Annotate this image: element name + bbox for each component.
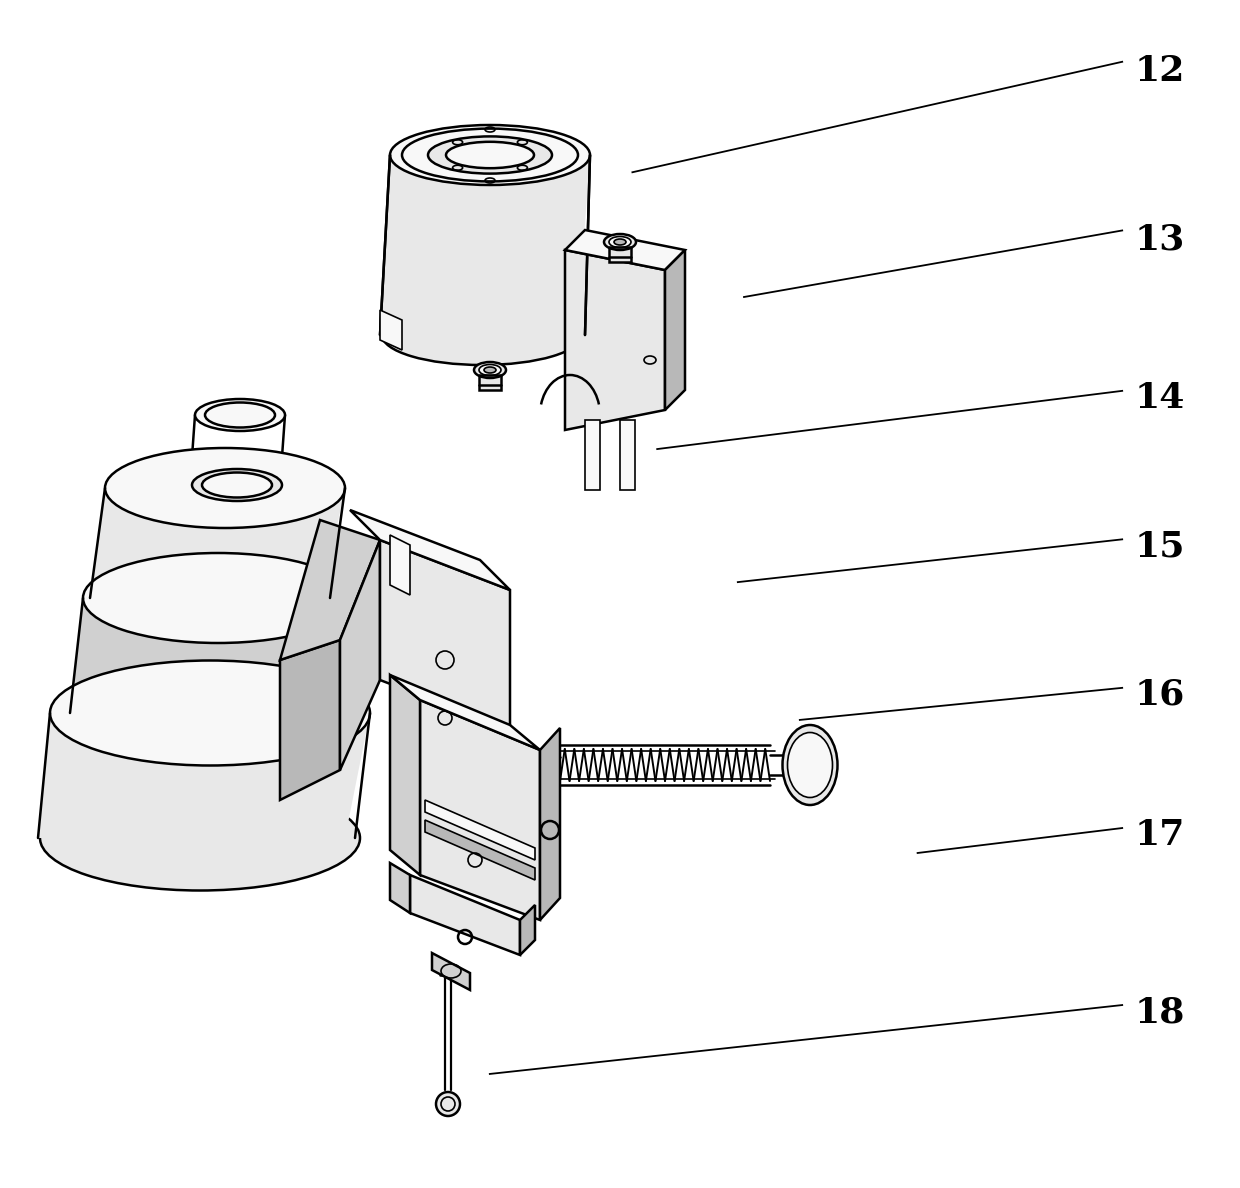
Polygon shape	[585, 421, 600, 489]
Polygon shape	[379, 310, 402, 350]
Text: 15: 15	[1135, 530, 1185, 563]
Polygon shape	[379, 154, 590, 335]
Ellipse shape	[40, 785, 360, 891]
Polygon shape	[391, 675, 539, 750]
Polygon shape	[340, 541, 379, 770]
Ellipse shape	[614, 239, 626, 245]
Text: 14: 14	[1135, 381, 1185, 415]
Polygon shape	[520, 905, 534, 955]
Text: 13: 13	[1135, 223, 1185, 257]
Polygon shape	[479, 375, 501, 390]
Ellipse shape	[604, 234, 636, 249]
Ellipse shape	[73, 668, 343, 758]
Polygon shape	[38, 713, 370, 838]
Ellipse shape	[83, 552, 353, 643]
Polygon shape	[280, 520, 379, 661]
Ellipse shape	[382, 305, 582, 365]
Text: 12: 12	[1135, 55, 1185, 88]
Ellipse shape	[391, 125, 590, 185]
Polygon shape	[565, 249, 665, 430]
Ellipse shape	[195, 399, 285, 431]
Polygon shape	[432, 953, 470, 990]
Polygon shape	[69, 598, 353, 713]
Polygon shape	[665, 249, 684, 410]
Ellipse shape	[105, 448, 345, 527]
Ellipse shape	[205, 403, 275, 428]
Polygon shape	[379, 541, 510, 729]
Ellipse shape	[609, 236, 631, 247]
Ellipse shape	[446, 141, 534, 169]
Ellipse shape	[436, 1092, 460, 1116]
Ellipse shape	[787, 733, 832, 797]
Polygon shape	[410, 876, 520, 955]
Polygon shape	[425, 820, 534, 880]
Ellipse shape	[428, 137, 552, 173]
Polygon shape	[391, 535, 410, 595]
Text: 18: 18	[1135, 996, 1185, 1029]
Polygon shape	[379, 154, 391, 335]
Ellipse shape	[402, 128, 578, 182]
Ellipse shape	[50, 661, 370, 765]
Polygon shape	[391, 675, 420, 876]
Text: 17: 17	[1135, 819, 1185, 852]
Polygon shape	[350, 510, 510, 590]
Ellipse shape	[97, 558, 337, 638]
Polygon shape	[539, 728, 560, 920]
Polygon shape	[420, 700, 539, 920]
Ellipse shape	[202, 473, 272, 498]
Ellipse shape	[192, 469, 281, 501]
Ellipse shape	[479, 365, 501, 375]
Polygon shape	[280, 640, 340, 800]
Ellipse shape	[484, 367, 496, 373]
Ellipse shape	[782, 725, 837, 805]
Text: 16: 16	[1135, 678, 1185, 712]
Polygon shape	[391, 862, 410, 914]
Polygon shape	[620, 421, 635, 489]
Ellipse shape	[474, 362, 506, 378]
Polygon shape	[609, 247, 631, 263]
Polygon shape	[91, 488, 345, 598]
Polygon shape	[425, 800, 534, 860]
Polygon shape	[565, 230, 684, 270]
